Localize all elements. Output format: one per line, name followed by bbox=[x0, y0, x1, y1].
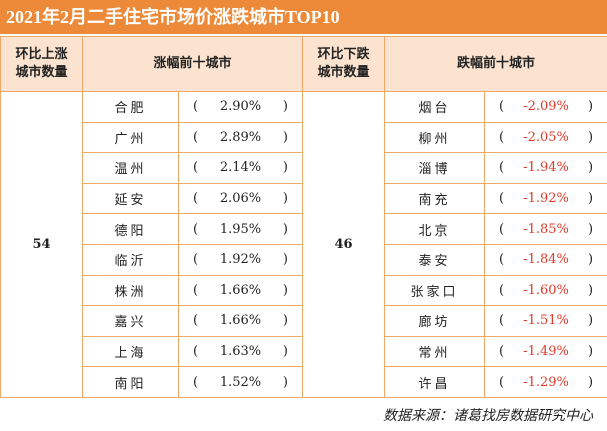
down-pct-cell: (-1.84%) bbox=[484, 243, 607, 276]
down-pct-cell: (-1.94%) bbox=[484, 152, 607, 184]
up-city-cell: 延安 bbox=[82, 182, 179, 215]
up-city-cell: 株洲 bbox=[82, 274, 179, 307]
down-pct-cell: (-2.09%) bbox=[484, 91, 607, 123]
table-row: 延安(2.06%) 南充(-1.92%) bbox=[1, 182, 607, 215]
up-pct-cell: (2.14%) bbox=[177, 152, 304, 184]
down-city-cell: 常州 bbox=[384, 335, 486, 368]
source-note: 数据来源：诸葛找房数据研究中心 bbox=[383, 408, 593, 424]
down-city-cell: 廊坊 bbox=[384, 305, 486, 337]
up-pct-cell: (1.52%) bbox=[177, 366, 304, 398]
down-city-cell: 北京 bbox=[384, 213, 486, 245]
table-row: 德阳(1.95%) 北京(-1.85%) bbox=[1, 213, 607, 245]
header-row: 环比上涨 城市数量 涨幅前十城市 环比下跌 城市数量 跌幅前十城市 bbox=[0, 36, 607, 92]
table-row: 54 合肥(2.90%) 46 烟台(-2.09%) bbox=[0, 91, 607, 398]
down-top-header: 跌幅前十城市 bbox=[384, 36, 607, 92]
table-row: 株洲(1.66%) 张家口(-1.60%) bbox=[1, 274, 607, 307]
table-row: 嘉兴(1.66%) 廊坊(-1.51%) bbox=[1, 305, 607, 337]
up-city-cell: 嘉兴 bbox=[82, 305, 179, 337]
up-city-cell: 合肥 bbox=[82, 91, 179, 123]
up-pct-cell: (2.89%) bbox=[177, 121, 304, 154]
down-pct-cell: (-1.92%) bbox=[484, 182, 607, 215]
down-city-cell: 泰安 bbox=[384, 243, 486, 276]
up-count-header: 环比上涨 城市数量 bbox=[0, 36, 83, 92]
down-city-cell: 南充 bbox=[384, 182, 486, 215]
up-pct-cell: (1.66%) bbox=[177, 274, 304, 307]
table-row: 温州(2.14%) 淄博(-1.94%) bbox=[1, 152, 607, 184]
down-city-cell: 许昌 bbox=[384, 366, 486, 398]
up-pct-cell: (1.92%) bbox=[177, 243, 304, 276]
up-city-cell: 南阳 bbox=[82, 366, 179, 398]
down-count-cell: 46 bbox=[302, 91, 386, 398]
up-pct-cell: (2.90%) bbox=[177, 91, 304, 123]
table-title: 2021年2月二手住宅市场价涨跌城市TOP10 bbox=[0, 0, 607, 34]
up-pct-cell: (1.63%) bbox=[177, 335, 304, 368]
down-city-cell: 柳州 bbox=[384, 121, 486, 154]
down-pct-cell: (-1.85%) bbox=[484, 213, 607, 245]
up-city-cell: 上海 bbox=[82, 335, 179, 368]
table-row: 上海(1.63%) 常州(-1.49%) bbox=[1, 335, 607, 368]
up-pct-cell: (2.06%) bbox=[177, 182, 304, 215]
table-row: 广州(2.89%) 柳州(-2.05%) bbox=[1, 121, 607, 154]
up-count-cell: 54 bbox=[0, 91, 83, 398]
down-city-cell: 张家口 bbox=[384, 274, 486, 307]
price-change-table: 环比上涨 城市数量 涨幅前十城市 环比下跌 城市数量 跌幅前十城市 54 合肥(2.9… bbox=[0, 36, 607, 398]
up-city-cell: 温州 bbox=[82, 152, 179, 184]
down-count-header: 环比下跌 城市数量 bbox=[302, 36, 386, 92]
down-city-cell: 烟台 bbox=[384, 91, 486, 123]
up-pct-cell: (1.66%) bbox=[177, 305, 304, 337]
down-pct-cell: (-1.29%) bbox=[484, 366, 607, 398]
table-row: 南阳(1.52%) 许昌(-1.29%) bbox=[1, 366, 607, 398]
up-city-cell: 德阳 bbox=[82, 213, 179, 245]
up-city-cell: 临沂 bbox=[82, 243, 179, 276]
up-top-header: 涨幅前十城市 bbox=[81, 36, 304, 92]
down-pct-cell: (-1.60%) bbox=[484, 274, 607, 307]
down-pct-cell: (-1.49%) bbox=[484, 335, 607, 368]
down-city-cell: 淄博 bbox=[384, 152, 486, 184]
down-pct-cell: (-2.05%) bbox=[484, 121, 607, 154]
up-pct-cell: (1.95%) bbox=[177, 213, 304, 245]
table-row: 临沂(1.92%) 泰安(-1.84%) bbox=[1, 243, 607, 276]
down-pct-cell: (-1.51%) bbox=[484, 305, 607, 337]
up-city-cell: 广州 bbox=[82, 121, 179, 154]
